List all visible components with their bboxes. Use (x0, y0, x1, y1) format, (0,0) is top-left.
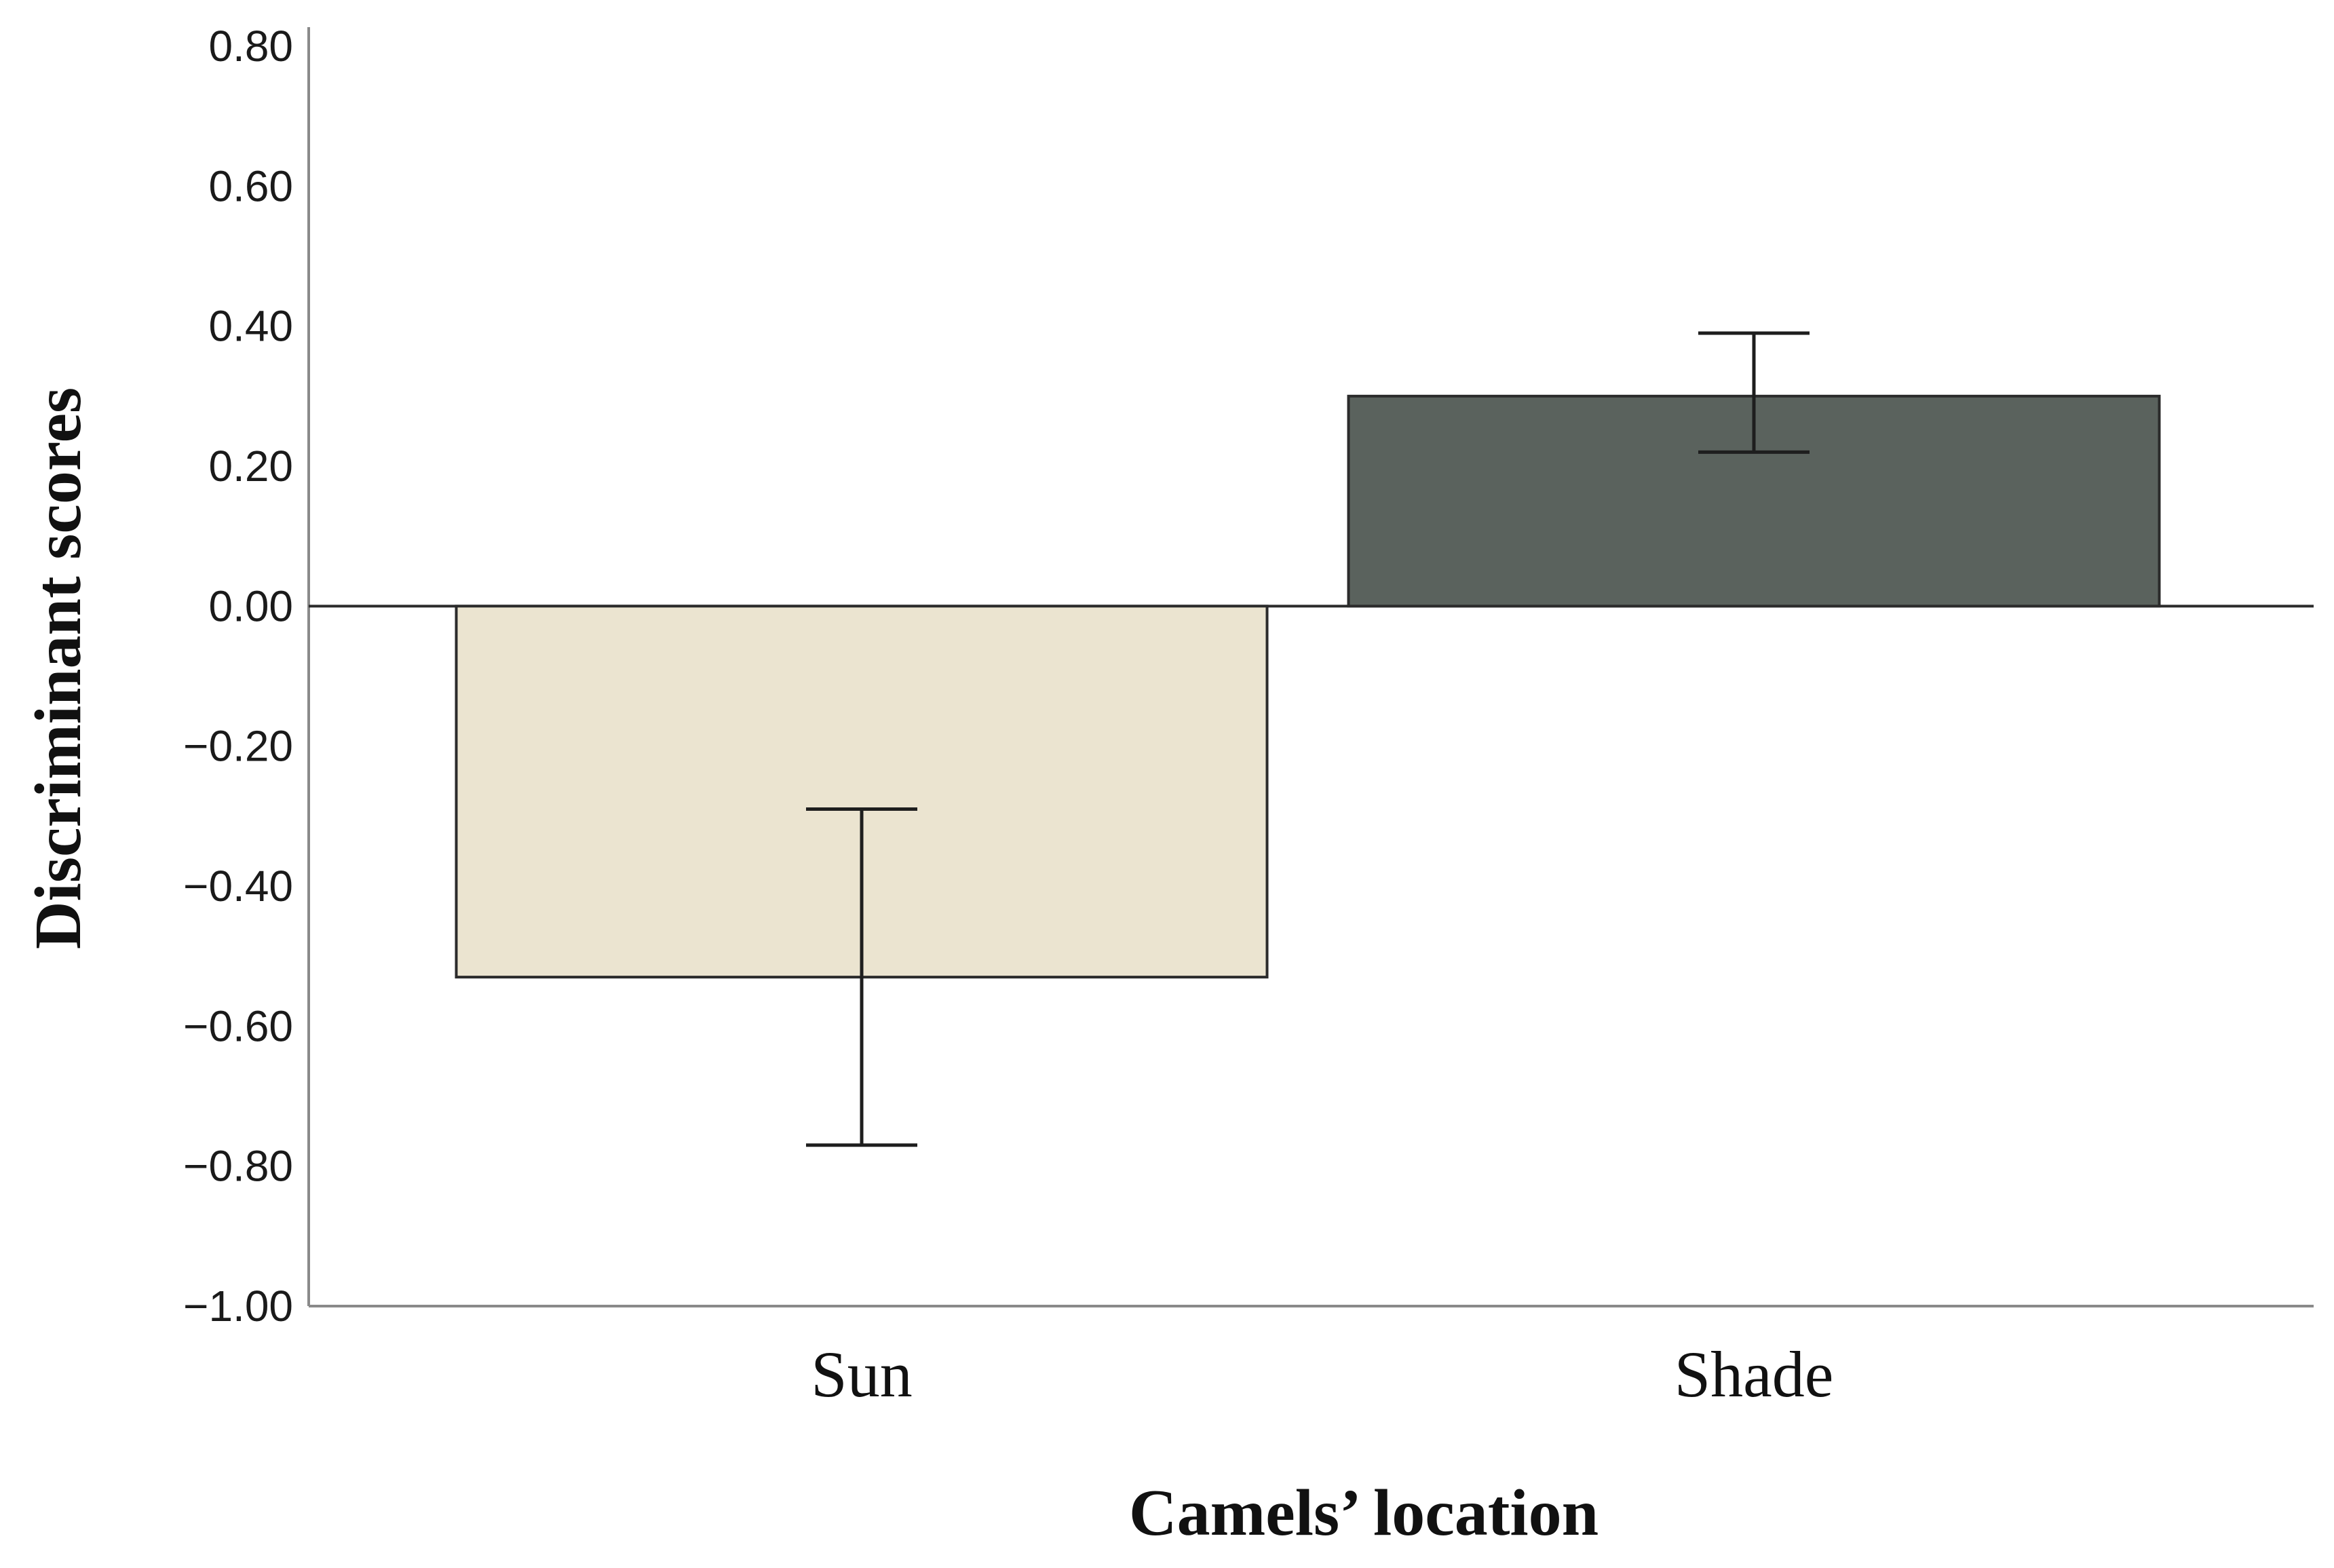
y-tick-label: 0.00 (208, 581, 293, 630)
x-tick-label: Sun (811, 1338, 912, 1411)
y-tick-label: −0.40 (183, 862, 293, 911)
x-tick-labels: Sun Shade (811, 1338, 1833, 1411)
x-tick-label: Shade (1675, 1338, 1834, 1411)
y-axis-title: Discriminant scores (22, 387, 95, 949)
y-tick-label: 0.60 (208, 161, 293, 210)
error-bars (806, 331, 1810, 1147)
bars (455, 394, 2161, 979)
y-tick-label: −1.00 (183, 1282, 293, 1331)
y-tick-label: 0.20 (208, 442, 293, 491)
x-axis-title: Camels’ location (1129, 1476, 1599, 1550)
y-tick-label: 0.40 (208, 302, 293, 351)
y-tick-label: −0.80 (183, 1142, 293, 1191)
error-bar-sun (806, 807, 917, 1147)
y-tick-label: −0.20 (183, 722, 293, 771)
error-bar-shade (1698, 331, 1810, 454)
y-tick-label: 0.80 (208, 22, 293, 71)
y-tick-label: −0.60 (183, 1001, 293, 1050)
y-tick-labels: 0.80 0.60 0.40 0.20 0.00 −0.20 −0.40 −0.60 −0.80… (183, 22, 293, 1331)
